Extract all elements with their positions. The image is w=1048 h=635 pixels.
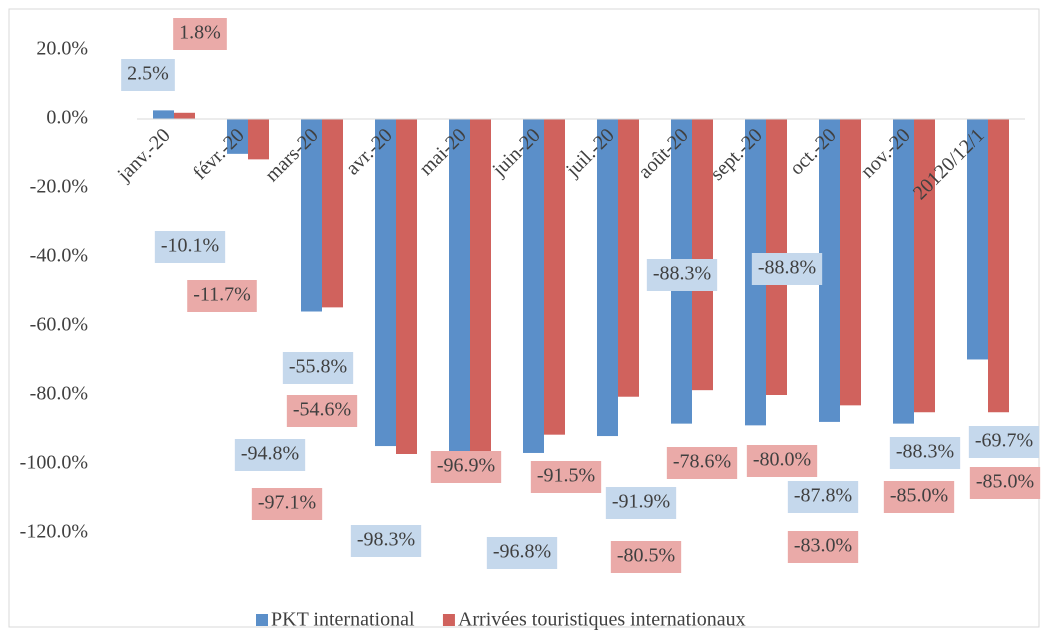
- data-label-box: [787, 531, 859, 563]
- data-label: -78.6%: [673, 451, 731, 473]
- data-label-box: [530, 461, 602, 493]
- y-tick-label: -20.0%: [30, 176, 88, 198]
- bar: [301, 119, 322, 312]
- y-tick-label: -120.0%: [20, 521, 88, 543]
- data-label-box: [889, 437, 961, 469]
- bar: [618, 119, 639, 397]
- data-label: -87.8%: [794, 485, 852, 507]
- bar: [153, 110, 174, 119]
- legend-label: Arrivées touristiques internationaux: [458, 609, 746, 631]
- data-label-box: [154, 231, 226, 263]
- y-tick-label: -60.0%: [30, 314, 88, 336]
- data-label-box: [746, 445, 818, 477]
- legend-label: PKT international: [271, 609, 415, 631]
- data-label: -97.1%: [258, 492, 316, 514]
- bar: [523, 119, 544, 453]
- bar: [248, 119, 269, 160]
- data-label-box: [350, 525, 422, 557]
- data-label: -91.5%: [537, 465, 595, 487]
- data-label: -98.3%: [357, 529, 415, 551]
- data-label-box: [121, 59, 175, 91]
- bar: [396, 119, 417, 454]
- bar: [597, 119, 618, 437]
- bar: [893, 119, 914, 424]
- bar: [449, 119, 470, 459]
- data-label: -88.8%: [758, 257, 816, 279]
- data-label: -91.9%: [612, 491, 670, 513]
- bar: [174, 112, 195, 119]
- data-label: -10.1%: [161, 235, 219, 257]
- data-label: -80.0%: [753, 449, 811, 471]
- data-label-box: [751, 253, 823, 285]
- data-label-box: [968, 426, 1040, 458]
- y-tick-label: -80.0%: [30, 383, 88, 405]
- bar: [819, 119, 840, 422]
- y-tick-label: -40.0%: [30, 245, 88, 267]
- data-label: -88.3%: [896, 441, 954, 463]
- data-label: -83.0%: [794, 535, 852, 557]
- bar: [692, 119, 713, 391]
- data-label-box: [969, 467, 1041, 499]
- bar: [914, 119, 935, 413]
- data-label-box: [787, 481, 859, 513]
- data-label-box: [486, 537, 558, 569]
- bar: [988, 119, 1009, 413]
- data-label: -94.8%: [241, 443, 299, 465]
- bar: [322, 119, 343, 308]
- data-label-box: [605, 487, 677, 519]
- data-label: -96.9%: [437, 455, 495, 477]
- data-label: 1.8%: [179, 22, 221, 44]
- data-label-box: [173, 18, 227, 50]
- y-tick-label: 20.0%: [36, 38, 88, 60]
- bar: [840, 119, 861, 406]
- data-label-box: [883, 481, 955, 513]
- legend-swatch: [256, 614, 268, 626]
- y-tick-label: 0.0%: [46, 107, 88, 129]
- bar: [375, 119, 396, 447]
- data-label: -11.7%: [193, 284, 251, 306]
- data-label: -69.7%: [975, 430, 1033, 452]
- data-label-box: [282, 352, 354, 384]
- data-label: -88.3%: [653, 263, 711, 285]
- bar: [967, 119, 988, 360]
- data-label: -96.8%: [493, 541, 551, 563]
- y-tick-label: -100.0%: [20, 452, 88, 474]
- data-label-box: [430, 451, 502, 483]
- data-label: 2.5%: [127, 63, 169, 85]
- data-label-box: [286, 395, 358, 427]
- data-label-box: [646, 259, 718, 291]
- data-label: -54.6%: [293, 399, 351, 421]
- data-label-box: [666, 447, 738, 479]
- data-label: -80.5%: [617, 545, 675, 567]
- data-label: -85.0%: [976, 471, 1034, 493]
- data-label-box: [610, 541, 682, 573]
- data-label-box: [187, 280, 257, 312]
- bar: [470, 119, 491, 454]
- bar: [544, 119, 565, 435]
- data-label-box: [251, 488, 323, 520]
- legend-swatch: [442, 614, 455, 626]
- bar: [227, 119, 248, 154]
- data-label-box: [234, 439, 306, 471]
- data-label: -85.0%: [890, 485, 948, 507]
- data-label: -55.8%: [289, 356, 347, 378]
